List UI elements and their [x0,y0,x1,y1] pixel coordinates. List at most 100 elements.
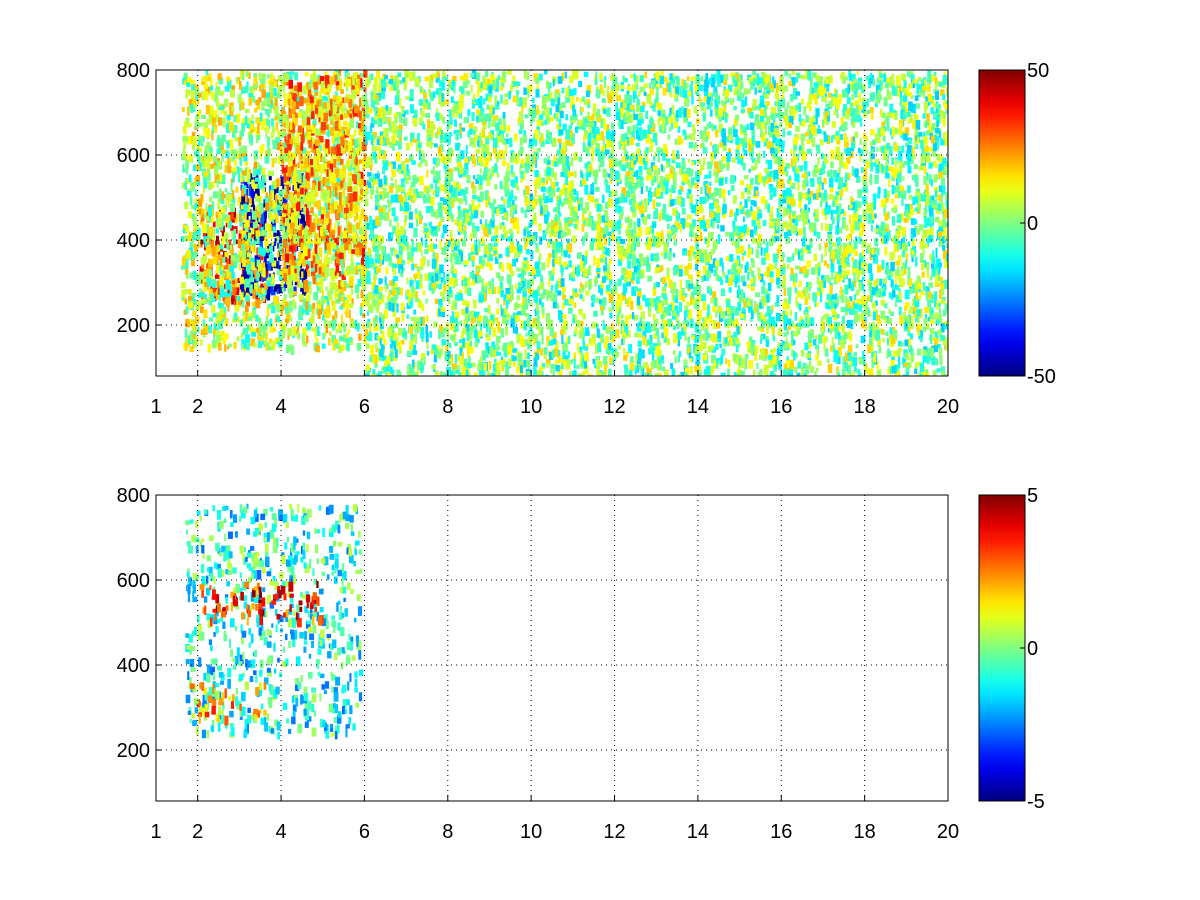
heat-cell-2 [240,211,245,221]
heat-cell-3 [334,187,338,197]
heat-cell-2 [255,299,261,309]
heat-cell-4 [438,329,441,340]
heat-cell-2 [239,102,242,111]
heat-cell-4 [754,87,757,95]
heat-cell-4 [366,199,369,207]
heat-cell-4 [742,281,747,287]
heat-cell-3 [341,112,345,120]
heat-cell-2 [269,201,274,207]
heat-cell-3 [299,223,302,230]
heat-cell-4 [609,279,613,286]
heat-cell-2 [349,134,355,141]
heat-cell-3 [290,265,295,275]
heat-cell-1 [278,255,281,261]
heat-cell-4 [632,89,637,99]
heat-cell-3 [304,187,308,193]
heat-cell-3 [324,177,327,187]
heat-cell-3 [347,202,350,209]
heat-cell-3 [336,155,340,162]
heat-cell-2 [200,306,204,314]
heat-cell-2 [271,158,275,168]
heat-cell-4 [419,274,423,281]
heat-cell-4 [928,147,933,152]
heat-cell-4 [373,76,378,86]
heat-cell-4 [698,94,701,101]
heat-cell-2 [278,194,283,202]
heat-cell-4 [536,147,541,152]
heat-cell-4 [510,179,513,187]
heat-cell-4 [375,198,379,206]
heat-cell-4 [506,162,510,172]
heat-cell-4 [621,291,626,301]
heat-cell-4 [669,172,674,179]
heat-cell-4 [855,206,860,211]
heat-cell-3 [310,222,315,232]
heat-cell-3 [313,258,319,264]
heat-cell-4 [863,141,867,152]
heat-cell-4 [640,305,643,311]
heat-cell-3 [322,270,325,277]
heat-cell-1 [293,286,297,294]
heat-cell-3 [356,264,362,270]
heat-cell-2 [332,238,336,247]
heat-cell-4 [582,142,586,153]
heat-cell-4 [391,161,396,170]
heat-cell-4 [413,109,418,119]
heat-cell-3 [344,97,349,104]
heat-cell-2 [254,177,260,182]
heat-cell-2 [346,337,350,348]
heat-cell-2 [286,344,290,354]
heat-cell-4 [673,295,677,303]
heat-cell-3 [284,275,290,281]
heat-cell-2 [216,334,221,343]
heat-cell-4 [523,339,528,346]
heat-cell-2 [209,196,213,203]
heat-cell-2 [208,317,213,322]
heat-cell-3 [318,135,324,143]
heat-cell-2 [220,207,226,214]
heat-cell-4 [798,165,804,172]
heat-cell-4 [497,286,501,295]
heat-cell-2 [340,198,345,207]
heat-cell-2 [321,206,326,216]
heat-cell-4 [561,268,564,278]
heat-cell-2 [194,316,200,324]
heat-cell-4 [741,255,744,261]
heat-cell-3 [342,189,345,195]
heat-cell-2 [217,73,222,81]
heat-cell-2 [272,215,275,224]
heat-cell-4 [773,321,778,327]
heat-cell-4 [684,305,689,313]
heat-cell-3 [300,141,304,151]
heat-cell-3 [300,153,303,160]
heat-cell-2 [360,289,364,298]
heat-cell-3 [344,270,348,277]
heat-cell-4 [783,323,788,331]
heat-cell-3 [350,236,355,242]
heat-cell-4 [657,150,660,157]
heat-cell-4 [382,159,387,164]
heat-cell-3 [339,271,342,277]
heat-cell-4 [406,302,411,309]
heat-cell-2 [305,306,310,316]
heat-cell-2 [278,337,284,342]
heat-cell-4 [407,293,410,299]
heat-cell-2 [184,339,188,345]
heat-cell-4 [648,82,651,89]
heat-cell-2 [269,91,274,100]
heat-cell-2 [346,344,350,352]
heat-cell-4 [409,204,412,211]
heat-cell-4 [845,107,851,116]
heat-cell-3 [323,112,329,122]
heat-cell-2 [240,292,244,301]
heat-cell-2 [203,213,207,219]
heat-cell-2 [326,261,329,272]
heat-cell-4 [628,219,633,229]
heat-cell-2 [269,96,273,105]
heat-cell-4 [441,247,447,255]
heat-cell-2 [225,151,230,159]
heat-cell-2 [280,204,284,213]
heat-cell-2 [197,292,201,298]
heat-cell-4 [438,80,443,88]
heat-cell-2 [194,84,199,89]
